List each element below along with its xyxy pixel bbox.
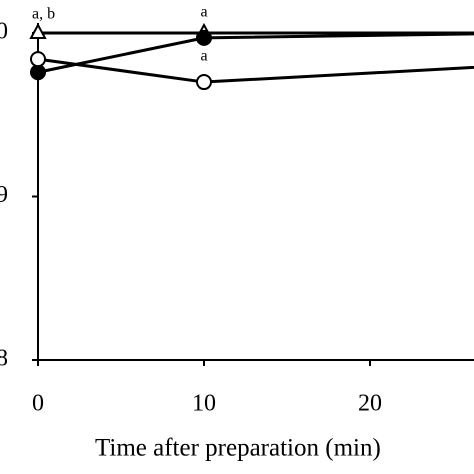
x-tick-label: 10 bbox=[192, 391, 216, 417]
y-tick-label: 100 bbox=[0, 19, 8, 45]
series-line bbox=[37, 32, 474, 74]
marker bbox=[29, 22, 47, 39]
annotation: a bbox=[200, 4, 207, 21]
marker bbox=[30, 64, 46, 81]
x-tick-label: 0 bbox=[32, 391, 44, 417]
marker bbox=[196, 29, 212, 46]
y-tick-label: 98 bbox=[0, 346, 8, 372]
x-axis-label: Time after preparation (min) bbox=[95, 435, 381, 462]
annotation: a, b bbox=[32, 6, 55, 23]
series-line bbox=[37, 57, 474, 84]
marker bbox=[196, 74, 212, 91]
marker bbox=[30, 51, 46, 68]
x-tick-label: 20 bbox=[358, 391, 382, 417]
y-tick-label: 99 bbox=[0, 182, 8, 208]
annotation: a bbox=[200, 48, 207, 65]
